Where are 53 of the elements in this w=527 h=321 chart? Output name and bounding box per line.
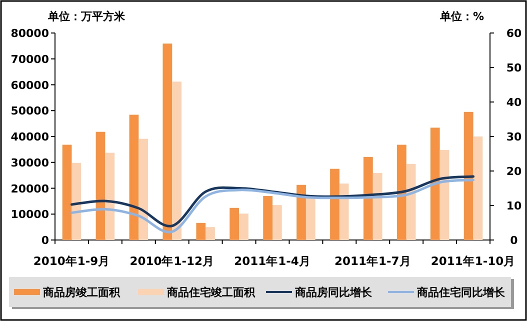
y2-tick-label: 40 (506, 96, 522, 109)
bar (206, 227, 215, 240)
bar (272, 205, 282, 240)
x-tick-label: 2011年1-10月 (430, 254, 516, 268)
legend-label: 商品房同比增长 (294, 286, 373, 299)
bar (138, 138, 148, 240)
bar (196, 222, 206, 240)
line-series (70, 178, 475, 234)
y-tick-label: 50000 (10, 104, 50, 118)
y-tick-label: 20000 (10, 182, 50, 196)
y-tick-label: 40000 (10, 130, 50, 144)
legend-label: 商品住宅竣工面积 (166, 286, 256, 299)
x-tick-label: 2011年1-4月 (234, 254, 311, 268)
y-axis-title: 单位：万平方米 (47, 10, 126, 23)
x-tick-label: 2010年1-9月 (33, 254, 110, 268)
y2-tick-label: 20 (506, 165, 522, 178)
bar (339, 184, 349, 240)
legend-label: 商品住宅同比增长 (416, 286, 506, 299)
bar (430, 128, 440, 240)
bar (62, 144, 72, 240)
bar (440, 150, 450, 240)
bar (464, 112, 474, 240)
bar (473, 136, 483, 240)
y-tick-label: 10000 (10, 208, 50, 222)
bar (263, 196, 272, 240)
bar (72, 162, 82, 240)
x-tick-label: 2010年1-12月 (130, 254, 215, 268)
y2-tick-label: 50 (506, 62, 522, 74)
bar (172, 82, 182, 240)
bar (239, 214, 248, 240)
y-tick-label: 30000 (10, 156, 50, 170)
y2-axis-title: 单位：% (438, 10, 484, 23)
bar (364, 156, 373, 240)
bar (162, 44, 172, 240)
bar (330, 168, 340, 240)
bar (230, 208, 240, 240)
bar (96, 132, 106, 240)
y2-tick-label: 30 (506, 130, 522, 144)
bar (396, 144, 406, 240)
legend-label: 商品房竣工面积 (42, 286, 121, 299)
bar (306, 198, 316, 240)
bar (372, 172, 382, 240)
y-tick-label: 70000 (10, 52, 50, 66)
y2-tick-label: 10 (506, 200, 522, 212)
y-tick-label: 0 (41, 234, 50, 247)
x-tick-label: 2011年1-7月 (334, 254, 412, 268)
bar (296, 184, 306, 240)
y2-tick-label: 60 (506, 27, 522, 40)
y-tick-label: 60000 (10, 78, 50, 92)
bar (105, 152, 115, 240)
y2-tick-label: 0 (510, 234, 518, 247)
bar (129, 114, 139, 240)
y-tick-label: 80000 (10, 27, 50, 40)
